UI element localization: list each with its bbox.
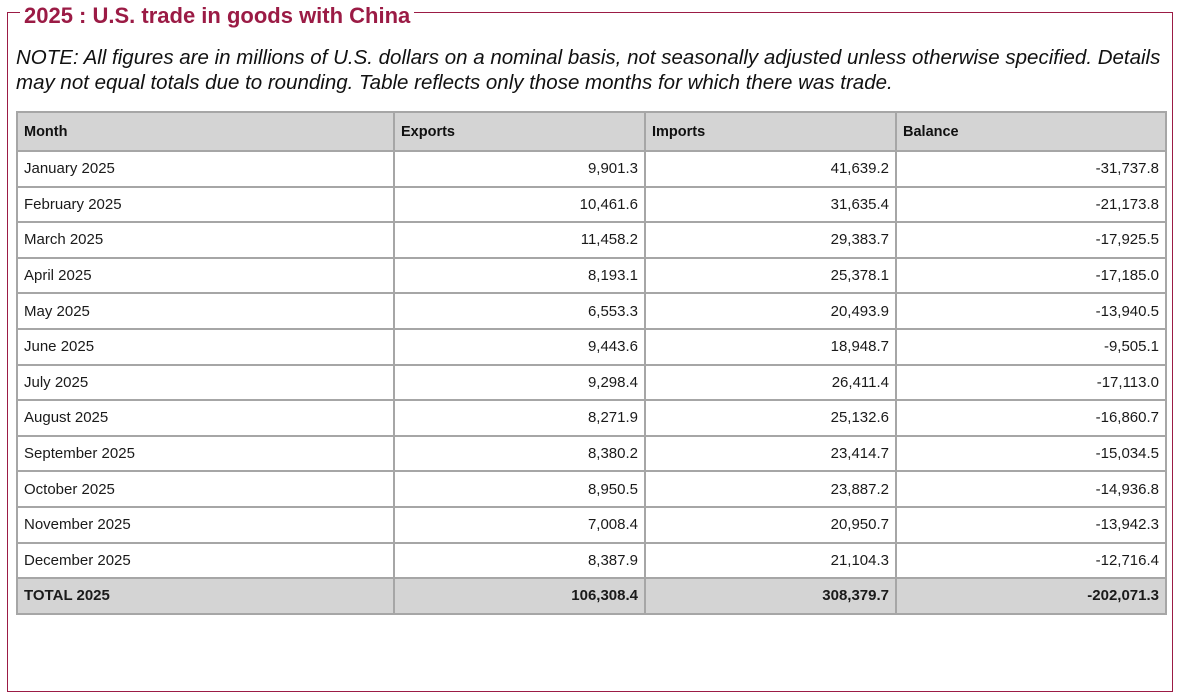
cell-exports: 11,458.2	[393, 221, 646, 259]
cell-balance: -15,034.5	[895, 434, 1167, 473]
cell-imports: 23,887.2	[644, 470, 897, 508]
cell-exports: 8,380.2	[393, 434, 646, 473]
column-header-exports: Exports	[393, 111, 646, 152]
cell-exports: 6,553.3	[393, 292, 646, 330]
cell-month: December 2025	[16, 541, 395, 580]
table-row: June 2025 9,443.6 18,948.7 -9,505.1	[16, 327, 1167, 366]
cell-exports: 9,298.4	[393, 363, 646, 402]
cell-imports: 21,104.3	[644, 541, 897, 580]
cell-imports: 20,950.7	[644, 505, 897, 544]
table-row: March 2025 11,458.2 29,383.7 -17,925.5	[16, 221, 1167, 259]
cell-imports: 23,414.7	[644, 434, 897, 473]
cell-balance: -17,113.0	[895, 363, 1167, 402]
cell-imports: 29,383.7	[644, 221, 897, 259]
cell-exports: 9,901.3	[393, 150, 646, 188]
table-note: NOTE: All figures are in millions of U.S…	[16, 46, 1161, 94]
cell-balance: -31,737.8	[895, 150, 1167, 188]
cell-month: August 2025	[16, 399, 395, 437]
cell-balance: -13,940.5	[895, 292, 1167, 330]
table-row: September 2025 8,380.2 23,414.7 -15,034.5	[16, 434, 1167, 473]
page-title: 2025 : U.S. trade in goods with China	[20, 2, 415, 30]
table-row: January 2025 9,901.3 41,639.2 -31,737.8	[16, 150, 1167, 188]
table-row: October 2025 8,950.5 23,887.2 -14,936.8	[16, 470, 1167, 508]
cell-imports: 41,639.2	[644, 150, 897, 188]
table-total-row: TOTAL 2025 106,308.4 308,379.7 -202,071.3	[16, 577, 1167, 615]
cell-exports: 8,950.5	[393, 470, 646, 508]
cell-month: April 2025	[16, 256, 395, 295]
cell-balance: -17,925.5	[895, 221, 1167, 259]
table-header-row: Month Exports Imports Balance	[16, 111, 1167, 152]
cell-balance: -17,185.0	[895, 256, 1167, 295]
cell-balance: -21,173.8	[895, 185, 1167, 224]
table-row: July 2025 9,298.4 26,411.4 -17,113.0	[16, 363, 1167, 402]
cell-month: June 2025	[16, 327, 395, 366]
cell-month: May 2025	[16, 292, 395, 330]
table-row: August 2025 8,271.9 25,132.6 -16,860.7	[16, 399, 1167, 437]
cell-imports: 25,132.6	[644, 399, 897, 437]
total-cell-imports: 308,379.7	[644, 577, 897, 615]
column-header-month: Month	[16, 111, 395, 152]
cell-month: January 2025	[16, 150, 395, 188]
cell-month: February 2025	[16, 185, 395, 224]
cell-exports: 8,271.9	[393, 399, 646, 437]
total-cell-month: TOTAL 2025	[16, 577, 395, 615]
table-row: February 2025 10,461.6 31,635.4 -21,173.8	[16, 185, 1167, 224]
cell-imports: 20,493.9	[644, 292, 897, 330]
trade-table: Month Exports Imports Balance January 20…	[16, 111, 1167, 615]
cell-exports: 7,008.4	[393, 505, 646, 544]
table-row: November 2025 7,008.4 20,950.7 -13,942.3	[16, 505, 1167, 544]
cell-month: September 2025	[16, 434, 395, 473]
cell-imports: 18,948.7	[644, 327, 897, 366]
cell-imports: 31,635.4	[644, 185, 897, 224]
cell-month: July 2025	[16, 363, 395, 402]
cell-exports: 8,193.1	[393, 256, 646, 295]
table-row: December 2025 8,387.9 21,104.3 -12,716.4	[16, 541, 1167, 580]
cell-month: November 2025	[16, 505, 395, 544]
column-header-balance: Balance	[895, 111, 1167, 152]
cell-balance: -9,505.1	[895, 327, 1167, 366]
cell-month: October 2025	[16, 470, 395, 508]
column-header-imports: Imports	[644, 111, 897, 152]
total-cell-exports: 106,308.4	[393, 577, 646, 615]
cell-balance: -12,716.4	[895, 541, 1167, 580]
cell-exports: 9,443.6	[393, 327, 646, 366]
cell-balance: -14,936.8	[895, 470, 1167, 508]
total-cell-balance: -202,071.3	[895, 577, 1167, 615]
table-row: May 2025 6,553.3 20,493.9 -13,940.5	[16, 292, 1167, 330]
table-row: April 2025 8,193.1 25,378.1 -17,185.0	[16, 256, 1167, 295]
cell-imports: 26,411.4	[644, 363, 897, 402]
cell-balance: -13,942.3	[895, 505, 1167, 544]
cell-exports: 10,461.6	[393, 185, 646, 224]
cell-balance: -16,860.7	[895, 399, 1167, 437]
cell-month: March 2025	[16, 221, 395, 259]
table-body: January 2025 9,901.3 41,639.2 -31,737.8 Febr…	[16, 150, 1167, 615]
cell-exports: 8,387.9	[393, 541, 646, 580]
cell-imports: 25,378.1	[644, 256, 897, 295]
